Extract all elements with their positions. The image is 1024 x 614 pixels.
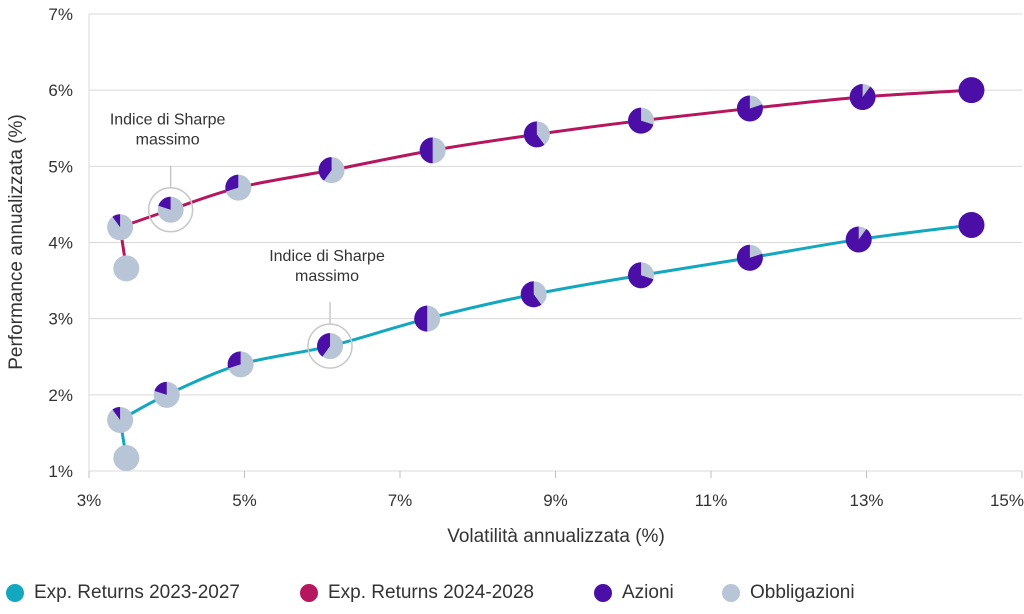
- pie-marker: [157, 196, 184, 223]
- legend-item-azioni: Azioni: [594, 578, 674, 608]
- pie-marker: [628, 262, 655, 289]
- series-lines: [118, 88, 972, 459]
- y-tick-label: 1%: [48, 462, 73, 481]
- pie-slice-equity: [112, 214, 121, 228]
- legend-item-2024-2028: Exp. Returns 2024-2028: [300, 578, 534, 608]
- legend-label: Exp. Returns 2024-2028: [328, 582, 534, 603]
- x-tick-label: 11%: [695, 491, 728, 510]
- y-tick-label: 3%: [48, 310, 73, 329]
- pie-slice-equity: [958, 77, 985, 104]
- pie-slice-equity: [225, 174, 239, 192]
- pie-marker: [225, 174, 252, 201]
- pie-marker: [107, 214, 134, 241]
- y-tick-label: 5%: [48, 157, 73, 176]
- pie-slice-equity: [318, 157, 332, 181]
- pie-marker: [523, 121, 550, 148]
- series-line-1: [119, 88, 972, 229]
- pie-marker: [153, 381, 180, 408]
- pie-marker: [414, 305, 441, 332]
- pie-marker: [317, 333, 344, 360]
- pie-marker: [958, 77, 985, 104]
- pie-marker: [419, 137, 446, 164]
- y-tick-label: 7%: [48, 5, 73, 24]
- pie-slice-equity: [317, 333, 331, 357]
- sharpe-annotation: Indice di Sharpe massimo: [110, 112, 226, 233]
- pie-marker: [845, 226, 872, 253]
- sharpe-label-line: Indice di Sharpe: [269, 248, 385, 265]
- legend-item-2023-2027: Exp. Returns 2023-2027: [6, 578, 240, 608]
- legend-dot-obbligazioni: [722, 584, 740, 602]
- x-tick-label: 7%: [388, 491, 413, 510]
- sharpe-label: Indice di Sharpe massimo: [269, 248, 385, 285]
- sharpe-label: Indice di Sharpe massimo: [110, 112, 226, 149]
- pie-slice-bonds: [107, 406, 134, 433]
- pie-marker: [318, 157, 345, 184]
- pie-marker: [958, 211, 985, 238]
- pie-slice-equity: [736, 95, 763, 122]
- annotations: Indice di Sharpe massimo Indice di Sharpe m…: [110, 112, 385, 369]
- sharpe-annotation: Indice di Sharpe massimo: [269, 248, 385, 369]
- legend-item-obbligazioni: Obbligazioni: [722, 578, 855, 608]
- pie-slice-equity: [736, 244, 763, 271]
- pie-marker: [107, 406, 134, 433]
- pie-marker: [849, 84, 876, 111]
- x-axis-title: Volatilità annualizzata (%): [447, 526, 665, 547]
- y-axis-title: Performance annualizzata (%): [6, 114, 27, 370]
- x-tick-label: 9%: [543, 491, 568, 510]
- pie-slice-equity: [112, 406, 121, 420]
- x-tick-label: 5%: [232, 491, 257, 510]
- pie-slice-equity: [958, 211, 985, 238]
- series-line-0: [119, 223, 972, 422]
- pie-slice-equity: [523, 121, 545, 148]
- pie-slice-equity: [628, 107, 654, 134]
- pie-markers: [107, 77, 985, 472]
- sharpe-label-line: massimo: [295, 268, 359, 285]
- x-tick-label: 3%: [77, 491, 102, 510]
- legend: Exp. Returns 2023-2027 Exp. Returns 2024…: [0, 578, 1024, 608]
- pie-slice-equity: [520, 281, 542, 308]
- pie-slice-equity: [158, 196, 171, 210]
- pie-slice-equity: [227, 351, 241, 369]
- legend-label: Obbligazioni: [750, 582, 855, 603]
- sharpe-label-line: Indice di Sharpe: [110, 112, 226, 129]
- legend-dot-2024-2028: [300, 584, 318, 602]
- legend-dot-azioni: [594, 584, 612, 602]
- pie-marker: [113, 255, 140, 282]
- pie-slice-equity: [845, 226, 872, 253]
- sharpe-label-line: massimo: [136, 132, 200, 149]
- y-tick-label: 2%: [48, 386, 73, 405]
- pie-slice-equity: [628, 262, 654, 289]
- legend-label: Exp. Returns 2023-2027: [34, 582, 240, 603]
- pie-slice-equity: [414, 305, 428, 332]
- x-axis-ticks: 3% 5% 7% 9% 11% 13% 15%: [77, 491, 1024, 510]
- pie-slice-bonds: [107, 214, 134, 241]
- pie-slice-bonds: [113, 445, 140, 472]
- pie-marker: [227, 351, 254, 378]
- y-tick-label: 6%: [48, 81, 73, 100]
- pie-marker: [520, 281, 547, 308]
- legend-dot-2023-2027: [6, 584, 24, 602]
- pie-marker: [736, 95, 763, 122]
- legend-label: Azioni: [622, 582, 674, 603]
- y-tick-label: 4%: [48, 234, 73, 253]
- pie-marker: [113, 445, 140, 472]
- y-axis-ticks: 1% 2% 3% 4% 5% 6% 7%: [48, 5, 73, 481]
- pie-marker: [628, 107, 655, 134]
- x-tick-label: 13%: [849, 491, 883, 510]
- pie-slice-bonds: [113, 255, 140, 282]
- pie-slice-equity: [154, 381, 167, 395]
- pie-marker: [736, 244, 763, 271]
- pie-slice-equity: [419, 137, 433, 164]
- gridlines: [88, 13, 1023, 478]
- x-tick-label: 15%: [990, 491, 1024, 510]
- pie-slice-equity: [849, 84, 876, 111]
